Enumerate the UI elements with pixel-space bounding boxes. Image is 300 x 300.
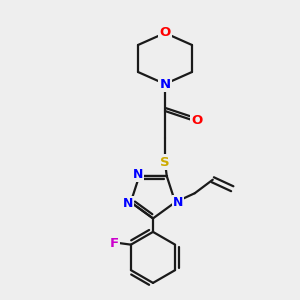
- Text: O: O: [191, 113, 202, 127]
- Text: N: N: [123, 197, 133, 210]
- Text: S: S: [160, 155, 170, 169]
- Text: N: N: [173, 196, 183, 209]
- Text: F: F: [110, 237, 119, 250]
- Text: N: N: [159, 77, 171, 91]
- Text: O: O: [159, 26, 171, 40]
- Text: N: N: [133, 168, 143, 181]
